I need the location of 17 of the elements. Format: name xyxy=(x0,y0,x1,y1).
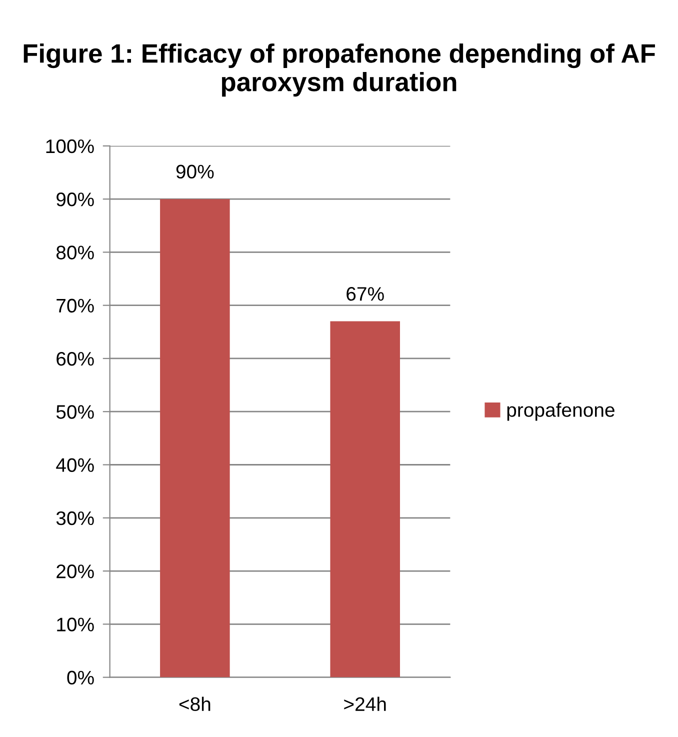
y-tick-label: 90% xyxy=(56,192,94,206)
chart-title: Figure 1: Efficacy of propafenone depending of AF paroxysm duration xyxy=(24,43,655,97)
data-label: 67% xyxy=(346,287,384,301)
y-tick-label: 100% xyxy=(46,139,94,154)
y-tick-label: 80% xyxy=(56,246,94,260)
x-tick-label: <8h xyxy=(179,696,210,712)
y-tick-label: 20% xyxy=(56,564,94,578)
y-tick-label: 50% xyxy=(56,405,94,419)
y-tick-label: 40% xyxy=(56,458,94,472)
y-tick-label: 30% xyxy=(56,511,94,526)
y-tick-label: 0% xyxy=(67,670,94,685)
legend-label: propafenone xyxy=(507,402,614,421)
y-tick-label: 60% xyxy=(56,352,94,366)
x-tick-label: >24h xyxy=(344,696,386,711)
data-label: 90% xyxy=(176,164,214,179)
y-tick-label: 10% xyxy=(57,618,94,632)
y-tick-label: 70% xyxy=(56,298,94,313)
